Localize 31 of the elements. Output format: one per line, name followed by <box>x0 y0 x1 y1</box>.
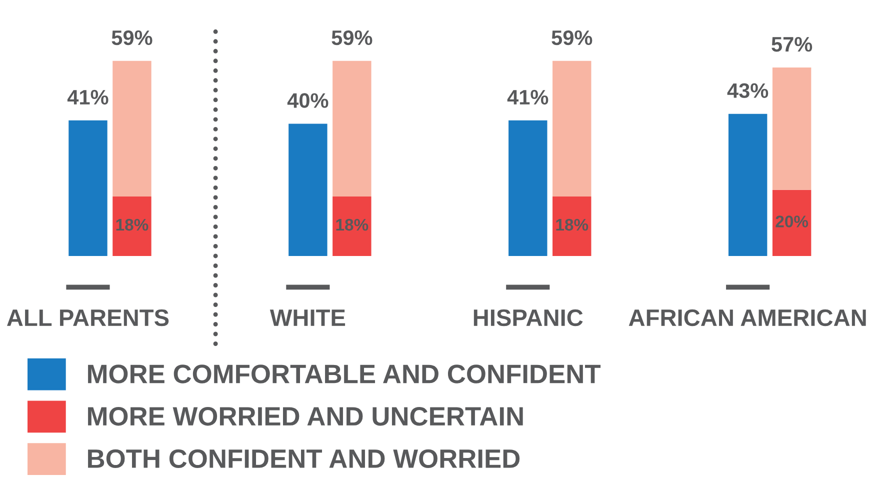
x-tick-label: ALL PARENTS <box>7 309 169 326</box>
bar <box>772 190 812 256</box>
bar <box>112 196 152 256</box>
x-tick-label: AFRICAN AMERICAN <box>628 309 866 326</box>
data-label: 18% <box>556 218 588 231</box>
bar <box>332 196 372 256</box>
bar <box>728 114 768 256</box>
data-label: 43% <box>727 83 768 98</box>
bar <box>552 60 592 196</box>
bar <box>288 124 328 256</box>
bar <box>772 68 812 190</box>
data-label: 40% <box>287 93 328 108</box>
bar <box>68 120 108 256</box>
legend-label: MORE COMFORTABLE AND CONFIDENT <box>88 364 601 384</box>
legend-label: MORE WORRIED AND UNCERTAIN <box>88 407 523 426</box>
data-label: 18% <box>336 218 368 231</box>
data-label: 20% <box>776 216 808 228</box>
bar <box>332 60 372 196</box>
total-label: 59% <box>112 30 152 46</box>
x-tick-label: HISPANIC <box>474 309 583 326</box>
total-label: 57% <box>772 37 812 52</box>
bar <box>552 196 592 256</box>
x-tick-label: WHITE <box>270 310 346 326</box>
total-label: 59% <box>552 30 592 46</box>
data-label: 41% <box>67 90 108 105</box>
data-label: 18% <box>116 218 148 231</box>
bar <box>112 60 152 196</box>
bar <box>508 120 548 256</box>
data-label: 41% <box>507 90 548 105</box>
total-label: 59% <box>332 30 372 46</box>
legend-label: BOTH CONFIDENT AND WORRIED <box>88 449 520 468</box>
